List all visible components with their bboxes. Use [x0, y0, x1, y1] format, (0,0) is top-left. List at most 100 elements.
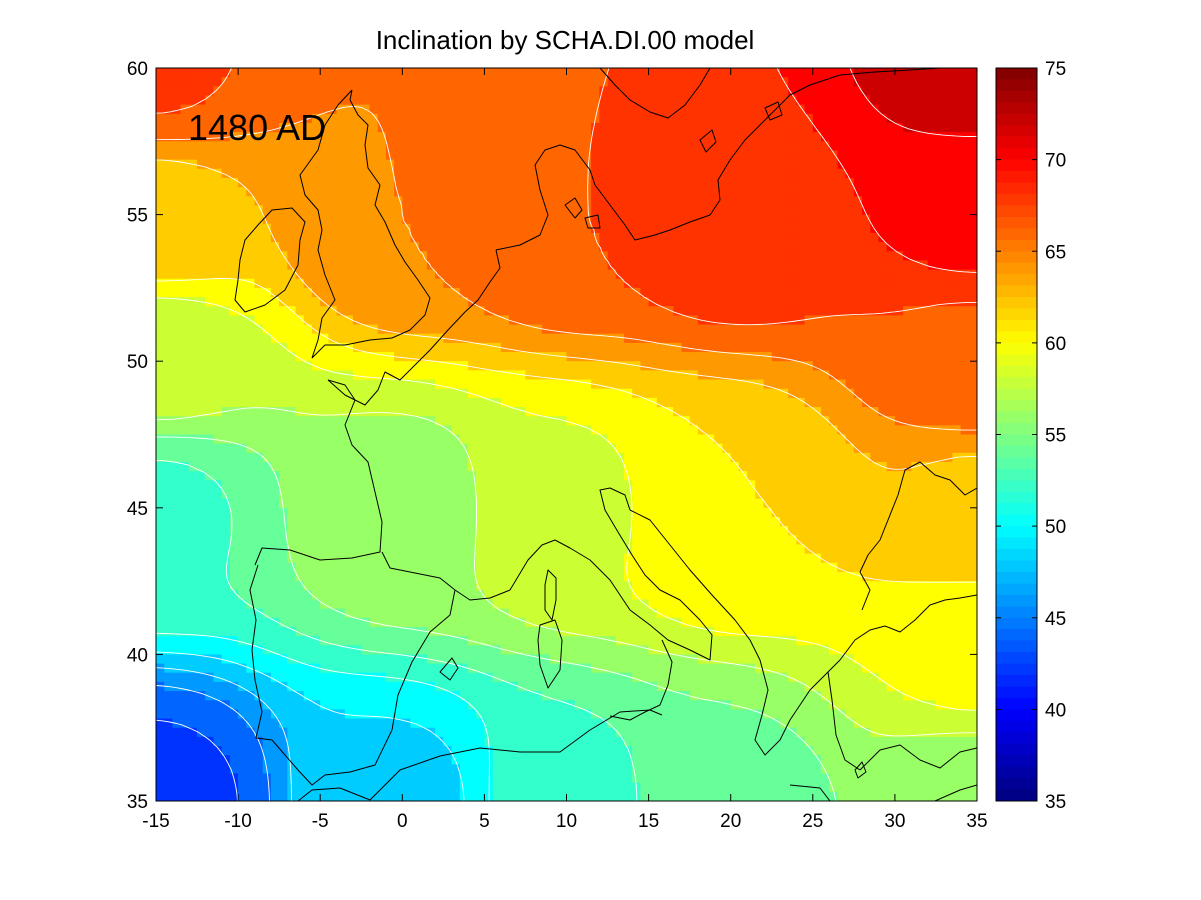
- field-cell: [394, 425, 403, 436]
- field-cell: [451, 727, 461, 738]
- field-cell: [591, 388, 600, 399]
- field-cell: [418, 333, 428, 344]
- field-cell: [533, 654, 543, 665]
- field-cell: [320, 77, 330, 87]
- field-cell: [558, 718, 568, 729]
- field-cell: [541, 223, 551, 234]
- field-cell: [279, 535, 288, 546]
- field-cell: [353, 379, 362, 390]
- field-cell: [238, 177, 247, 188]
- field-cell: [262, 544, 272, 555]
- field-cell: [188, 516, 198, 527]
- field-cell: [533, 498, 543, 509]
- field-cell: [336, 700, 346, 710]
- field-cell: [328, 544, 338, 555]
- field-cell: [156, 434, 165, 445]
- field-cell: [279, 196, 288, 207]
- field-cell: [229, 352, 239, 362]
- field-cell: [459, 77, 469, 87]
- field-cell: [566, 132, 576, 142]
- field-cell: [615, 681, 625, 692]
- field-cell: [550, 77, 559, 87]
- field-cell: [279, 636, 288, 646]
- field-cell: [213, 269, 223, 280]
- field-cell: [459, 141, 469, 152]
- field-cell: [615, 507, 625, 518]
- field-cell: [426, 526, 436, 536]
- field-cell: [525, 755, 535, 765]
- field-cell: [311, 342, 321, 353]
- field-cell: [582, 242, 592, 252]
- field-cell: [303, 232, 313, 243]
- field-cell: [279, 672, 288, 683]
- field-cell: [656, 361, 666, 371]
- field-cell: [344, 269, 354, 280]
- field-cell: [353, 461, 362, 472]
- field-cell: [353, 526, 362, 536]
- field-cell: [353, 397, 362, 408]
- field-cell: [311, 297, 321, 307]
- field-cell: [509, 663, 518, 674]
- field-cell: [394, 636, 403, 646]
- field-cell: [500, 104, 510, 115]
- field-cell: [336, 581, 346, 591]
- field-cell: [566, 232, 576, 243]
- field-cell: [623, 498, 633, 509]
- field-cell: [476, 526, 485, 536]
- field-cell: [418, 581, 428, 591]
- field-cell: [172, 361, 182, 371]
- field-cell: [648, 287, 658, 298]
- field-cell: [402, 617, 412, 628]
- field-cell: [197, 791, 206, 801]
- field-cell: [353, 187, 362, 197]
- field-cell: [443, 370, 453, 381]
- field-cell: [344, 287, 354, 298]
- field-cell: [443, 68, 453, 78]
- field-cell: [443, 269, 453, 280]
- field-cell: [591, 709, 600, 720]
- field-cell: [311, 379, 321, 390]
- field-cell: [205, 196, 215, 207]
- field-cell: [262, 434, 272, 445]
- field-cell: [410, 599, 420, 610]
- field-cell: [262, 700, 272, 710]
- field-cell: [615, 223, 625, 234]
- field-cell: [311, 306, 321, 316]
- field-cell: [525, 352, 535, 362]
- field-cell: [229, 617, 239, 628]
- field-cell: [238, 260, 247, 271]
- field-cell: [213, 571, 223, 582]
- field-cell: [328, 571, 338, 582]
- field-cell: [566, 86, 576, 97]
- field-cell: [156, 480, 165, 491]
- field-cell: [164, 746, 174, 756]
- field-cell: [205, 260, 215, 271]
- field-cell: [328, 663, 338, 674]
- field-cell: [369, 645, 379, 655]
- field-cell: [238, 122, 247, 133]
- field-cell: [533, 306, 543, 316]
- field-cell: [336, 746, 346, 756]
- field-cell: [459, 782, 469, 793]
- field-cell: [164, 113, 174, 124]
- field-cell: [270, 507, 280, 518]
- field-cell: [517, 461, 527, 472]
- field-cell: [426, 122, 436, 133]
- field-cell: [648, 352, 658, 362]
- field-cell: [287, 755, 297, 765]
- field-cell: [369, 626, 379, 637]
- field-cell: [172, 196, 182, 207]
- field-cell: [566, 315, 576, 326]
- field-cell: [656, 113, 666, 124]
- field-cell: [197, 397, 206, 408]
- field-cell: [525, 168, 535, 179]
- field-cell: [262, 691, 272, 701]
- field-cell: [336, 434, 346, 445]
- field-cell: [410, 242, 420, 252]
- field-cell: [221, 196, 231, 207]
- field-cell: [270, 645, 280, 655]
- field-cell: [426, 608, 436, 619]
- field-cell: [492, 617, 502, 628]
- field-cell: [607, 397, 617, 408]
- field-cell: [443, 287, 453, 298]
